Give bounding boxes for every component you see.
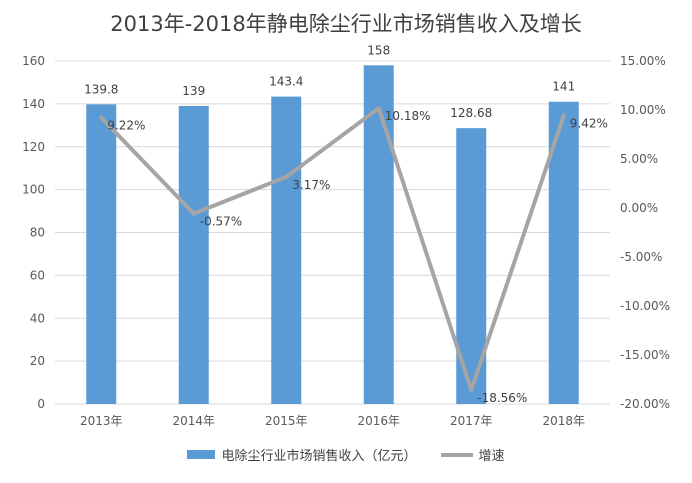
line-data-label: 9.22% <box>107 119 145 133</box>
x-tick-label: 2013年 <box>80 414 123 428</box>
bar <box>548 101 579 404</box>
line-point <box>470 388 473 391</box>
chart-title: 2013年-2018年静电除尘行业市场销售收入及增长 <box>110 12 582 36</box>
line-data-label: 9.42% <box>570 117 608 131</box>
y-left-tick-label: 40 <box>30 311 45 325</box>
chart-legend: 电除尘行业市场销售收入（亿元） 增速 <box>0 445 692 464</box>
legend-label-growth: 增速 <box>478 449 505 464</box>
y-right-tick-label: 0.00% <box>620 201 658 215</box>
x-tick-label: 2014年 <box>172 414 215 428</box>
bar <box>86 104 117 405</box>
y-right-tick-label: 10.00% <box>620 103 666 117</box>
legend-swatch-line <box>440 452 473 457</box>
line-point <box>285 175 288 178</box>
x-tick-label: 2015年 <box>265 414 308 428</box>
y-left-tick-label: 160 <box>22 54 45 68</box>
y-right-tick-label: 5.00% <box>620 152 658 166</box>
y-left-tick-label: 140 <box>22 97 45 111</box>
line-point <box>377 107 380 110</box>
x-tick-label: 2017年 <box>450 414 493 428</box>
legend-label-revenue: 电除尘行业市场销售收入（亿元） <box>221 449 417 464</box>
y-left-tick-label: 0 <box>37 397 45 411</box>
line-data-label: 3.17% <box>292 178 330 192</box>
y-right-tick-label: 15.00% <box>620 54 666 68</box>
legend-item-growth: 增速 <box>440 445 505 464</box>
y-right-tick-label: -20.00% <box>620 397 670 411</box>
line-data-label: -0.57% <box>200 215 242 229</box>
legend-swatch-bar <box>187 450 216 459</box>
legend-item-revenue: 电除尘行业市场销售收入（亿元） <box>187 445 417 464</box>
y-left-tick-label: 80 <box>30 226 45 240</box>
line-point <box>562 114 565 117</box>
bar-data-label: 143.4 <box>269 75 303 89</box>
bar-data-label: 139 <box>182 84 205 98</box>
bar <box>363 65 394 404</box>
y-left-tick-label: 100 <box>22 183 45 197</box>
y-left-tick-label: 120 <box>22 140 45 154</box>
line-data-label: -18.56% <box>477 391 527 405</box>
line-point <box>100 116 103 119</box>
line-data-label: 10.18% <box>385 109 431 123</box>
bar-data-label: 141 <box>552 80 575 94</box>
x-tick-label: 2018年 <box>542 414 585 428</box>
y-right-tick-label: -15.00% <box>620 348 670 362</box>
growth-line <box>99 106 566 392</box>
bar-data-label: 128.68 <box>450 106 492 120</box>
y-right-tick-label: -10.00% <box>620 299 670 313</box>
y-right-tick-label: -5.00% <box>620 250 662 264</box>
line-point <box>192 212 195 215</box>
bar-data-label: 139.8 <box>84 82 118 96</box>
x-tick-label: 2016年 <box>357 414 400 428</box>
bar-data-label: 158 <box>367 43 390 57</box>
y-left-tick-label: 60 <box>30 268 45 282</box>
y-left-tick-label: 20 <box>30 354 45 368</box>
bar <box>178 106 209 405</box>
bar <box>271 96 302 405</box>
